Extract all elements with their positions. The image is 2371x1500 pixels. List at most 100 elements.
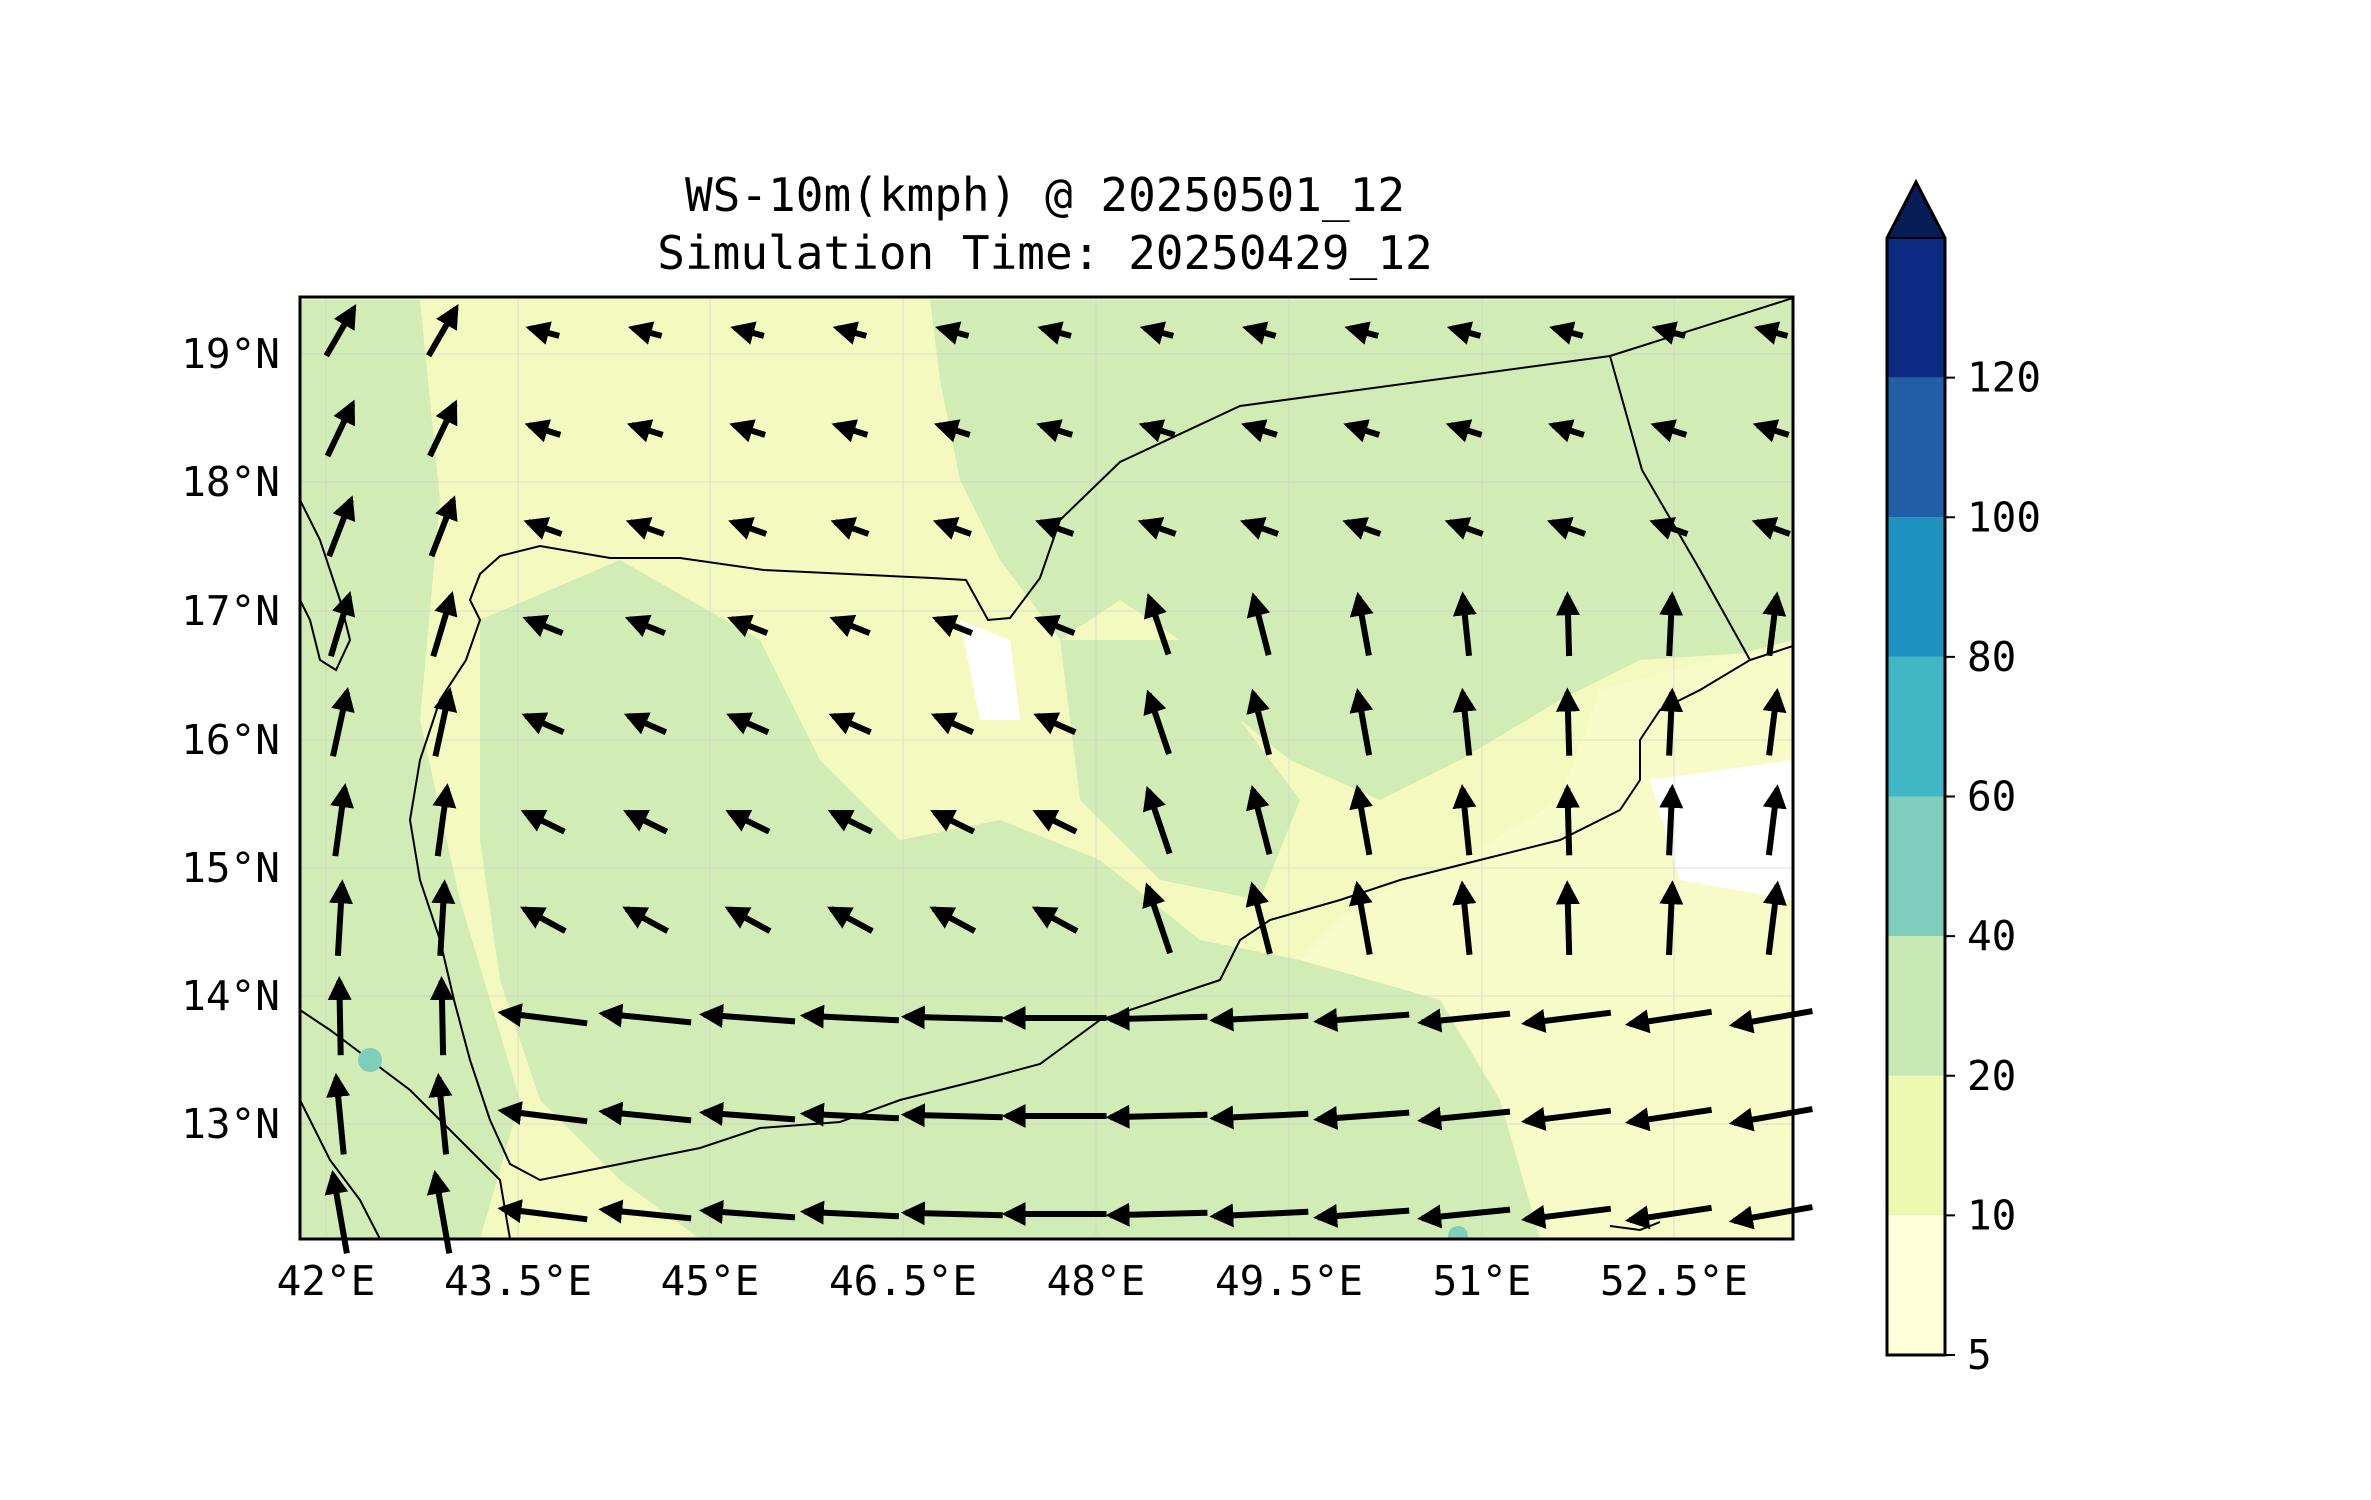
wind-arrow (1546, 517, 1586, 540)
farasan-coast (300, 499, 352, 672)
lon-tick-label: 51°E (1433, 1257, 1532, 1305)
wind-arrow (431, 879, 456, 956)
wind-arrow (1521, 1107, 1612, 1131)
zone-white-center (960, 620, 1020, 720)
wind-arrow (1751, 517, 1791, 540)
wind-arrow (327, 976, 352, 1056)
wind-arrow (699, 1102, 796, 1126)
wind-arrow (1624, 1106, 1713, 1132)
lon-tick-label: 42°E (277, 1257, 376, 1305)
wind-arrow (1313, 1204, 1410, 1228)
wind-arrow (324, 399, 356, 458)
wind-arrow (1521, 1205, 1612, 1229)
wind-arrow (832, 321, 868, 345)
wind-arrow (519, 906, 567, 934)
wind-arrow (1242, 321, 1277, 345)
wind-arrow (1239, 517, 1279, 540)
wind-arrow (1348, 880, 1373, 956)
wind-arrow (1343, 419, 1381, 443)
wind-arrow (729, 419, 766, 443)
wind-arrow (1246, 785, 1273, 856)
zone-white-east (1650, 760, 1793, 900)
wind-arrow (1139, 321, 1175, 345)
wind-arrow (1446, 321, 1482, 345)
lat-tick-label: 18°N (181, 458, 280, 506)
wind-arrow (497, 1199, 588, 1223)
lon-tick-label: 43.5°E (444, 1257, 592, 1305)
wind-arrow (428, 1072, 453, 1155)
colorbar-segment (1887, 377, 1945, 518)
wind-arrow (900, 1103, 1003, 1128)
wind-arrow (623, 809, 669, 835)
wind-arrow (827, 809, 873, 835)
wind-arrow (328, 879, 353, 956)
wind-arrow (1649, 517, 1689, 540)
wind-arrow (1245, 881, 1273, 955)
longitude-ticks: 42°E 43.5°E 45°E 46.5°E 48°E 49.5°E 51°E 52.5°E (277, 1257, 1748, 1305)
lat-tick-label: 17°N (181, 587, 280, 635)
wind-arrow (1137, 517, 1177, 540)
wind-arrow (799, 1004, 900, 1029)
wind-arrow (427, 399, 458, 458)
lon-tick-label: 49.5°E (1215, 1257, 1363, 1305)
wind-arrow (828, 712, 872, 736)
wind-arrow (799, 1102, 900, 1127)
wind-arrow (326, 495, 356, 558)
wind-arrow (1452, 880, 1477, 956)
wind-arrow (1313, 1008, 1410, 1032)
colorbar-segment (1887, 936, 1945, 1076)
wind-arrow (1651, 321, 1686, 345)
wind-arrow (1209, 1007, 1309, 1032)
lat-tick-label: 15°N (181, 844, 280, 892)
wind-arrow (699, 1004, 796, 1028)
colorbar-tick-label: 80 (1967, 633, 2016, 681)
wind-arrow (497, 1101, 588, 1125)
wind-arrow (1452, 591, 1477, 657)
wind-arrow (1624, 1204, 1713, 1230)
plot-title-line-1: WS-10m(kmph) @ 20250501_12 (684, 168, 1406, 222)
plot-title-line-2: Simulation Time: 20250429_12 (657, 226, 1433, 280)
wind-arrow (1032, 809, 1078, 835)
colorbar-tick-label: 10 (1967, 1191, 2016, 1239)
wind-arrow (1313, 1106, 1410, 1130)
wind-arrow (1521, 1009, 1612, 1033)
wind-arrow (1659, 687, 1684, 756)
zone-medium-west (300, 300, 520, 1239)
wind-arrow (1762, 591, 1787, 657)
wind-arrow (521, 712, 565, 736)
wind-arrow (1246, 592, 1272, 656)
colorbar-tick-label: 100 (1967, 493, 2041, 541)
wind-arrow (1105, 1104, 1208, 1129)
wind-arrow (1138, 419, 1176, 443)
wind-arrow (622, 906, 670, 934)
lat-tick-label: 14°N (181, 972, 280, 1020)
wind-arrow (1342, 517, 1382, 540)
wind-arrow (1556, 591, 1581, 657)
wind-arrow (930, 809, 976, 835)
colorbar-segment (1887, 656, 1945, 797)
colorbar-tick-label: 5 (1967, 1331, 1992, 1379)
wind-arrow (1031, 906, 1079, 934)
wind-arrow (1417, 1204, 1511, 1229)
wind-arrow (1555, 783, 1580, 856)
wind-arrow (525, 321, 560, 345)
wind-arrow (930, 712, 975, 736)
socotra-coast (1609, 1221, 1661, 1232)
wind-arrow (520, 809, 566, 835)
wind-arrow (1142, 882, 1173, 955)
colorbar-tick-label: 40 (1967, 912, 2016, 960)
colorbar-segment (1887, 1215, 1945, 1355)
wind-arrow (429, 976, 454, 1056)
wind-arrow (1035, 517, 1075, 540)
colorbar-tick-label: 20 (1967, 1052, 2016, 1100)
wind-arrow (522, 614, 564, 638)
colorbar-tick-label: 60 (1967, 773, 2016, 821)
wind-arrow (1209, 1105, 1309, 1130)
wind-arrow (727, 614, 769, 638)
colorbar-segment (1887, 1075, 1945, 1216)
map-frame (298, 295, 1795, 1241)
wind-arrow (829, 614, 871, 638)
wind-arrow (933, 419, 971, 443)
wind-arrow (1752, 419, 1790, 443)
wind-arrow (1349, 591, 1374, 657)
